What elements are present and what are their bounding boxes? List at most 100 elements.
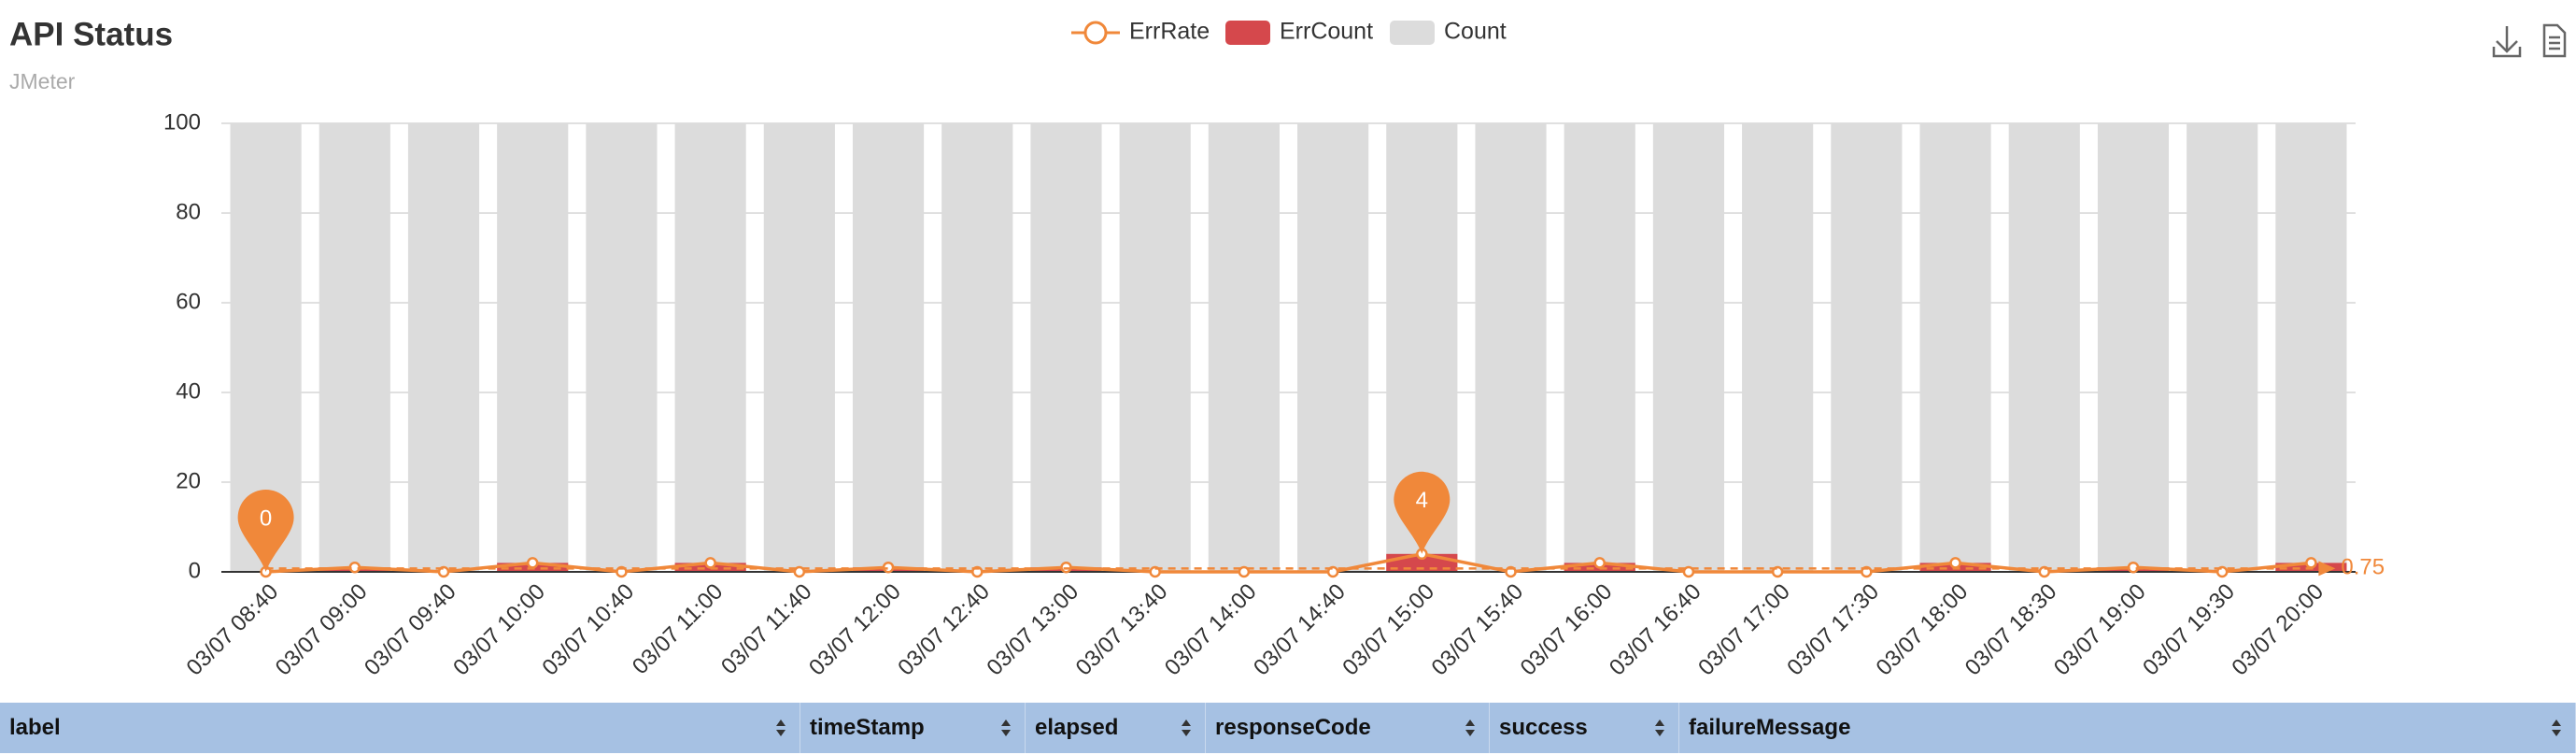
- bar: [2187, 123, 2258, 572]
- x-tick-label: 03/07 08:40: [182, 579, 284, 681]
- x-tick-label: 03/07 12:40: [893, 579, 995, 681]
- sort-icon[interactable]: [1654, 719, 1665, 737]
- sort-icon[interactable]: [775, 719, 786, 737]
- line-point: [704, 557, 716, 569]
- mark-pin: [1394, 471, 1451, 554]
- column-label: elapsed: [1035, 715, 1119, 740]
- x-tick-label: 03/07 19:00: [2049, 579, 2151, 681]
- mark-point: 4: [1394, 471, 1451, 554]
- bar: [1208, 123, 1280, 572]
- line-point: [1593, 557, 1606, 569]
- line-point: [1238, 565, 1251, 578]
- x-tick-label: 03/07 16:00: [1516, 579, 1618, 681]
- mark-point-label: 4: [1416, 488, 1428, 513]
- bar: [1742, 123, 1814, 572]
- x-tick-label: 03/07 13:00: [982, 579, 1083, 681]
- x-tick-label: 03/07 09:40: [360, 579, 461, 681]
- sort-icon[interactable]: [1465, 719, 1476, 737]
- bar: [2097, 123, 2170, 572]
- legend-swatch: [1225, 21, 1270, 45]
- x-tick-label: 03/07 16:40: [1605, 579, 1706, 681]
- y-tick-label: 40: [176, 378, 201, 404]
- line: [265, 552, 2312, 574]
- sort-icon[interactable]: [1000, 719, 1012, 737]
- column-header[interactable]: elapsed: [1026, 703, 1206, 753]
- chart-title: API Status: [9, 16, 173, 52]
- x-tick-label: 03/07 14:00: [1160, 579, 1262, 681]
- y-tick-label: 60: [176, 289, 201, 314]
- legend-marker: [1083, 21, 1108, 45]
- bar: [2008, 123, 2080, 572]
- bar: [1652, 123, 1725, 572]
- bar: [407, 123, 480, 572]
- average-arrow: [2318, 561, 2336, 577]
- bar: [1119, 123, 1191, 572]
- line-point: [1949, 557, 1961, 569]
- line-point: [2305, 557, 2317, 569]
- x-tick-label: 03/07 15:40: [1426, 579, 1528, 681]
- column-label: responseCode: [1215, 715, 1371, 740]
- x-tick-label: 03/07 10:40: [537, 579, 639, 681]
- column-label: label: [9, 715, 61, 740]
- x-tick-label: 03/07 14:40: [1249, 579, 1351, 681]
- x-tick-label: 03/07 18:30: [1960, 579, 2062, 681]
- x-tick-label: 03/07 12:00: [804, 579, 906, 681]
- column-header[interactable]: failureMessage: [1679, 703, 2576, 753]
- column-header[interactable]: responseCode: [1206, 703, 1490, 753]
- y-tick-label: 100: [163, 109, 201, 135]
- legend-swatch: [1390, 21, 1435, 45]
- x-tick-label: 03/07 17:30: [1782, 579, 1884, 681]
- legend-label: ErrRate: [1129, 19, 1210, 45]
- download-icon[interactable]: [2492, 26, 2522, 58]
- sort-icon[interactable]: [1181, 719, 1192, 737]
- bar: [497, 123, 569, 572]
- mark-point-label: 0: [260, 506, 272, 531]
- bar: [2275, 123, 2347, 572]
- bar: [1030, 123, 1102, 572]
- y-tick-label: 20: [176, 468, 201, 493]
- bar: [763, 123, 835, 572]
- bar: [941, 123, 1013, 572]
- y-tick-label: 0: [189, 558, 201, 583]
- mark-pin: [237, 490, 294, 572]
- x-tick-label: 03/07 09:00: [271, 579, 373, 681]
- legend-label: Count: [1444, 19, 1507, 45]
- legend-item[interactable]: Count: [1390, 19, 1507, 45]
- legend-item[interactable]: ErrCount: [1225, 19, 1373, 45]
- bar: [1831, 123, 1903, 572]
- x-tick-label: 03/07 17:00: [1693, 579, 1795, 681]
- x-tick-label: 03/07 11:00: [628, 579, 728, 679]
- table-header: label timeStamp elapsed responseCode success…: [0, 703, 2576, 753]
- bar: [586, 123, 658, 572]
- line-point: [793, 565, 806, 578]
- column-header[interactable]: timeStamp: [800, 703, 1026, 753]
- bar: [1297, 123, 1369, 572]
- x-tick-label: 03/07 11:40: [716, 579, 816, 679]
- line-point: [1682, 565, 1695, 578]
- column-label: success: [1499, 715, 1588, 740]
- x-tick-label: 03/07 20:00: [2227, 579, 2328, 681]
- column-label: failureMessage: [1689, 715, 1851, 740]
- x-tick-label: 03/07 19:30: [2138, 579, 2240, 681]
- legend-label: ErrCount: [1280, 19, 1373, 45]
- x-tick-label: 03/07 15:00: [1338, 579, 1439, 681]
- bar: [852, 123, 925, 572]
- bar: [674, 123, 746, 572]
- line-point: [526, 557, 539, 569]
- bar: [1475, 123, 1547, 572]
- x-tick-label: 03/07 10:00: [448, 579, 550, 681]
- y-tick-label: 80: [176, 199, 201, 224]
- bar: [318, 123, 390, 572]
- legend-item[interactable]: ErrRate: [1071, 19, 1210, 45]
- average-label: 0.75: [2341, 555, 2385, 580]
- sort-icon[interactable]: [2551, 719, 2562, 737]
- data-view-icon[interactable]: [2542, 23, 2567, 58]
- bar: [1564, 123, 1635, 572]
- column-header[interactable]: label: [0, 703, 800, 753]
- x-tick-label: 03/07 18:00: [1872, 579, 1974, 681]
- bar: [1919, 123, 1991, 572]
- chart-subtitle: JMeter: [9, 69, 76, 93]
- column-header[interactable]: success: [1490, 703, 1679, 753]
